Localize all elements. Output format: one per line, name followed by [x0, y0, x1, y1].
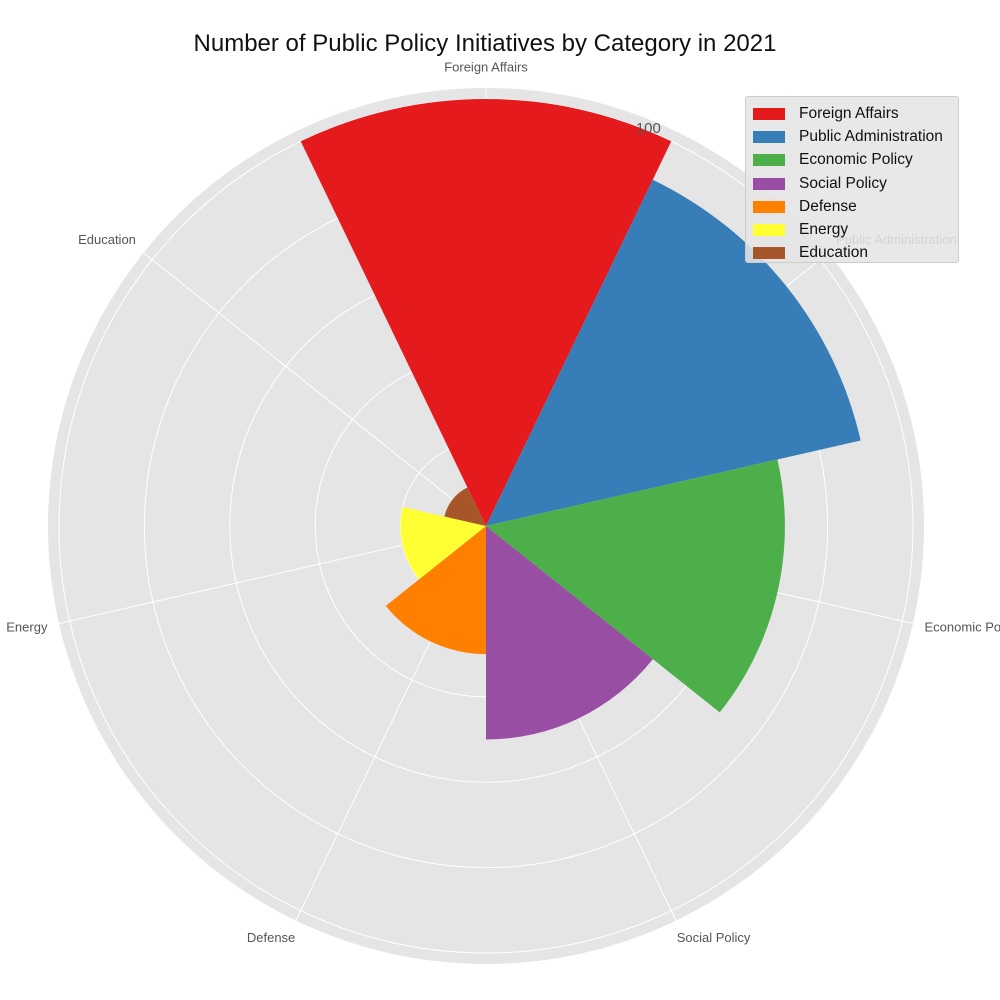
chart-title: Number of Public Policy Initiatives by C… — [193, 30, 777, 57]
bar-defense — [385, 526, 486, 655]
legend-swatch — [753, 247, 785, 260]
bar-public-administration — [486, 179, 861, 526]
radial-tick-label: 100 — [636, 120, 661, 137]
legend-swatch — [753, 224, 785, 237]
legend-item: Energy — [753, 218, 958, 241]
legend-item: Public Administration — [753, 125, 958, 148]
category-label: Energy — [6, 619, 48, 634]
legend-label: Energy — [799, 221, 849, 239]
bars — [300, 99, 861, 740]
category-label: Social Policy — [677, 930, 751, 945]
bar-foreign-affairs — [300, 99, 672, 527]
legend-item: Social Policy — [753, 172, 958, 195]
grid-spoke — [143, 252, 487, 527]
legend-swatch — [753, 130, 785, 143]
legend-label: Public Administration — [799, 127, 943, 145]
legend-label: Defense — [799, 197, 857, 215]
legend-swatch — [753, 107, 785, 120]
category-label: Economic Policy — [925, 619, 1000, 634]
category-label: Foreign Affairs — [444, 59, 528, 74]
category-label: Education — [78, 232, 136, 247]
legend-item: Education — [753, 242, 958, 265]
legend-item: Foreign Affairs — [753, 102, 958, 125]
legend-swatch — [753, 200, 785, 213]
bar-education — [444, 487, 486, 526]
bar-social-policy — [486, 526, 653, 740]
legend-label: Social Policy — [799, 174, 887, 192]
legend-item: Economic Policy — [753, 149, 958, 172]
legend-swatch — [753, 177, 785, 190]
legend-label: Foreign Affairs — [799, 104, 899, 122]
legend-swatch — [753, 154, 785, 167]
category-label: Defense — [247, 930, 295, 945]
legend-label: Education — [799, 244, 868, 262]
bar-economic-policy — [486, 459, 785, 713]
bar-energy — [400, 506, 486, 580]
radial-ticks: 100 — [636, 120, 661, 137]
legend-item: Defense — [753, 195, 958, 218]
legend-label: Economic Policy — [799, 151, 913, 169]
legend: Foreign Affairs Public Administration Econ… — [745, 96, 959, 263]
